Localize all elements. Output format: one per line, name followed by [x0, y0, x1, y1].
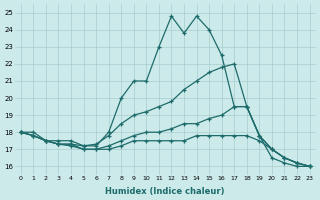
X-axis label: Humidex (Indice chaleur): Humidex (Indice chaleur)	[106, 187, 225, 196]
